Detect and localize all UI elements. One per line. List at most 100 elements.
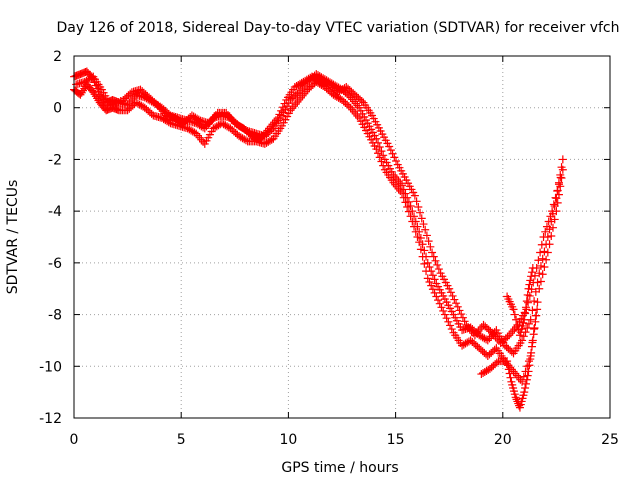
- data-point: [199, 123, 208, 132]
- axis-ticks: 0 5 10 15 20 25 -12 -10 -8 -6 -4 -2 0 2: [39, 49, 619, 448]
- data-point: [543, 248, 552, 257]
- data-point: [428, 285, 437, 294]
- data-point: [503, 332, 512, 341]
- data-point: [536, 248, 545, 257]
- data-point: [391, 180, 400, 189]
- data-point: [410, 222, 419, 231]
- data-point: [87, 73, 96, 82]
- data-point: [527, 342, 536, 351]
- data-point: [377, 147, 386, 156]
- data-point: [444, 317, 453, 326]
- data-point: [394, 184, 403, 193]
- data-point: [440, 310, 449, 319]
- data-point: [406, 201, 415, 210]
- x-tick-label: 25: [601, 432, 619, 448]
- data-point: [199, 137, 208, 146]
- data-point: [164, 118, 173, 127]
- data-point: [429, 252, 438, 261]
- data-point: [556, 173, 565, 182]
- y-axis-label: SDTVAR / TECUs: [5, 180, 21, 295]
- data-point: [379, 151, 388, 160]
- data-point: [418, 252, 427, 261]
- data-point: [414, 203, 423, 212]
- data-point: [521, 303, 530, 312]
- data-point: [533, 305, 542, 314]
- data-point: [434, 265, 443, 274]
- data-point: [510, 310, 519, 319]
- data-point: [410, 191, 419, 200]
- x-tick-label: 15: [387, 432, 405, 448]
- data-point: [540, 262, 549, 271]
- data-point: [504, 365, 513, 374]
- series-track-e: [503, 264, 537, 340]
- data-point: [344, 102, 353, 111]
- data-point: [423, 258, 432, 267]
- data-point: [404, 207, 413, 216]
- data-point: [512, 315, 521, 324]
- data-point: [455, 306, 464, 315]
- data-point: [425, 262, 434, 271]
- data-point: [530, 297, 539, 306]
- data-point: [446, 321, 455, 330]
- data-point: [549, 200, 558, 209]
- data-point: [413, 233, 422, 241]
- data-point: [446, 288, 455, 297]
- data-point: [423, 274, 432, 283]
- data-point: [293, 98, 302, 107]
- data-point: [558, 155, 567, 164]
- data-point: [434, 296, 443, 305]
- data-point: [551, 193, 560, 202]
- data-point: [533, 298, 542, 307]
- data-point: [531, 317, 540, 326]
- data-point: [445, 284, 454, 293]
- data-point: [374, 149, 383, 158]
- data-point: [523, 362, 532, 371]
- y-tick-label: -6: [48, 256, 62, 272]
- data-point: [521, 384, 530, 393]
- data-point: [420, 259, 429, 268]
- data-point: [401, 198, 410, 207]
- data-point: [437, 303, 446, 312]
- data-point: [503, 361, 512, 370]
- data-point: [390, 153, 399, 162]
- data-point: [524, 319, 533, 328]
- data-point: [398, 181, 407, 190]
- data-point: [535, 269, 544, 278]
- data-point: [398, 189, 407, 198]
- data-point: [492, 358, 501, 367]
- data-point: [430, 275, 439, 284]
- data-point: [520, 388, 529, 397]
- data-point: [545, 240, 554, 249]
- data-point: [426, 242, 435, 251]
- data-point: [344, 91, 353, 100]
- data-point: [503, 357, 512, 366]
- data-point: [422, 231, 431, 240]
- plot-frame: [73, 55, 611, 419]
- data-point: [452, 299, 461, 308]
- data-point: [554, 180, 563, 189]
- data-point: [442, 314, 451, 323]
- data-point: [538, 254, 547, 263]
- data-point: [375, 153, 384, 162]
- data-points: [70, 67, 567, 412]
- data-point: [505, 369, 514, 378]
- data-point: [412, 197, 421, 206]
- data-point: [386, 146, 395, 155]
- data-point: [558, 165, 567, 174]
- data-point: [416, 208, 425, 217]
- data-point: [277, 106, 286, 115]
- data-point: [273, 114, 282, 123]
- data-point: [520, 315, 529, 324]
- x-tick-label: 20: [494, 432, 512, 448]
- data-point: [523, 371, 532, 380]
- x-tick-label: 10: [279, 432, 297, 448]
- data-point: [553, 198, 562, 207]
- y-tick-label: -4: [48, 204, 62, 220]
- data-point: [288, 104, 297, 113]
- data-point: [430, 288, 439, 297]
- data-point: [399, 193, 408, 202]
- data-point: [527, 268, 536, 277]
- data-point: [353, 111, 362, 120]
- data-point: [528, 306, 537, 315]
